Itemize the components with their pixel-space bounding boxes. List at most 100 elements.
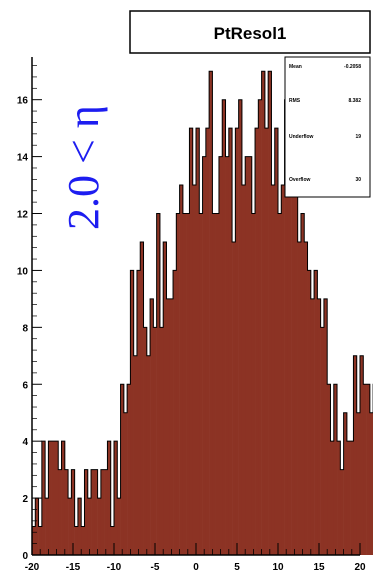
histogram-bar	[123, 412, 128, 555]
histogram-bar	[196, 128, 200, 555]
histogram-bar	[192, 185, 197, 555]
histogram-bar	[330, 441, 335, 555]
histogram-bar	[35, 498, 39, 555]
y-tick-label: 10	[17, 266, 29, 277]
histogram-bar	[284, 99, 289, 555]
y-tick-label: 8	[22, 323, 28, 334]
histogram-bar	[271, 185, 276, 555]
histogram-bar	[278, 213, 282, 555]
histogram-bar	[218, 156, 223, 555]
histogram-bar	[225, 156, 230, 555]
histogram-bar	[32, 526, 36, 555]
histogram-bar	[189, 128, 194, 555]
histogram-bar	[114, 441, 118, 555]
histogram-bar	[291, 185, 295, 555]
histogram-bar	[346, 441, 351, 555]
histogram-bar	[45, 498, 49, 555]
histogram-bar	[54, 441, 59, 555]
histogram-bar	[300, 213, 305, 555]
histogram-bar	[146, 355, 151, 555]
histogram-bar	[41, 441, 46, 555]
histogram-bar	[222, 99, 226, 555]
histogram-bar	[127, 384, 131, 555]
histogram-bar	[268, 71, 272, 555]
histogram-bar	[130, 270, 134, 555]
histogram-bar	[314, 270, 318, 555]
histogram-bar	[235, 128, 239, 555]
y-tick-label: 14	[17, 153, 29, 164]
histogram-bar	[205, 128, 210, 555]
histogram-bar	[310, 298, 315, 555]
histogram-bars	[31, 70, 373, 555]
histogram-bar	[212, 213, 216, 555]
y-tick-label: 2	[22, 494, 28, 505]
histogram-bar	[366, 384, 371, 555]
histogram-bar	[48, 441, 52, 555]
histogram-bar	[343, 412, 348, 555]
histogram-bar	[258, 99, 262, 555]
histogram-bar	[281, 185, 285, 555]
histogram-bar	[74, 526, 79, 555]
histogram-bar	[360, 355, 364, 555]
histogram-bar	[136, 270, 141, 555]
histogram-bar	[107, 441, 112, 555]
histogram-bar	[38, 526, 43, 555]
histogram-bar	[255, 128, 259, 555]
histogram-bar	[153, 327, 157, 555]
stats-label: RMS	[289, 98, 301, 104]
histogram-bar	[350, 441, 354, 555]
histogram-bar	[166, 298, 171, 555]
title-box	[129, 10, 371, 54]
histogram-bar	[87, 498, 92, 555]
histogram-bar	[264, 128, 269, 555]
histogram-bar	[241, 185, 246, 555]
histogram-bar	[251, 213, 256, 555]
histogram-bar	[363, 384, 367, 555]
histogram-bar	[140, 241, 144, 555]
histogram-bar	[84, 469, 89, 555]
histogram-bar	[337, 441, 341, 555]
histogram-bar	[163, 241, 167, 555]
histogram-bar	[327, 384, 331, 555]
histogram-bar	[317, 298, 321, 555]
axis-ticks: -20 -15 -10 -5 0 5 10 15 20 0 2 4 6 8 10 12 14 16	[17, 65, 366, 573]
histogram-bar	[209, 71, 213, 555]
y-tick-label: 6	[22, 380, 28, 391]
histogram-bar	[307, 270, 312, 555]
histogram-bar	[110, 526, 115, 555]
histogram-bar	[274, 128, 279, 555]
histogram-bar	[297, 241, 302, 555]
histogram-bar	[150, 298, 154, 555]
histogram-bar	[173, 270, 177, 555]
y-tick-label: 16	[17, 96, 29, 107]
histogram-bar	[169, 298, 174, 555]
histogram-bar	[156, 213, 161, 555]
histogram-bar	[228, 128, 233, 555]
histogram-bar	[71, 469, 75, 555]
histogram-bar	[81, 526, 85, 555]
y-tick-label: 12	[17, 210, 29, 221]
histogram-bar	[94, 469, 98, 555]
histogram-bar	[304, 241, 308, 555]
stats-box	[284, 56, 371, 198]
histogram-bar	[323, 298, 328, 555]
stats-value: -0.2058	[344, 64, 361, 70]
histogram-bar	[179, 185, 184, 555]
x-tick-label: -10	[107, 562, 122, 573]
x-tick-label: 10	[272, 562, 284, 573]
histogram-bar	[64, 469, 69, 555]
histogram-bar	[51, 441, 56, 555]
stats-label: Overflow	[289, 177, 311, 183]
histogram-bar	[232, 241, 236, 555]
histogram-bar	[199, 213, 203, 555]
histogram-bar	[320, 327, 325, 555]
histogram-bar	[215, 213, 220, 555]
histogram-bar	[294, 156, 298, 555]
histogram-bar	[287, 71, 292, 555]
histogram-bar	[91, 469, 95, 555]
histogram-bar	[261, 71, 266, 555]
histogram-bar	[182, 213, 187, 555]
stats-label: Mean	[289, 64, 302, 70]
histogram-bar	[176, 213, 180, 555]
